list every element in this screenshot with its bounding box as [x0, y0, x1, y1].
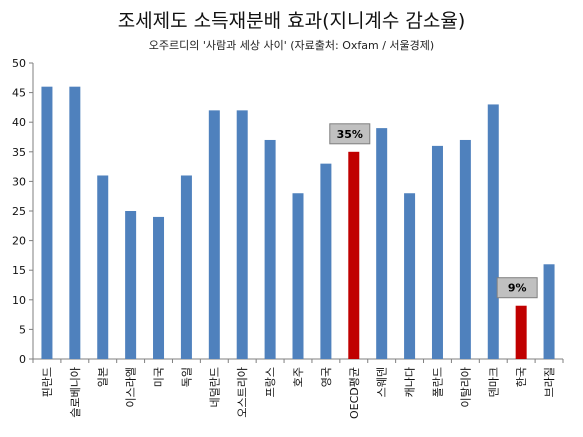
x-tick-label: 호주 — [292, 367, 305, 387]
y-tick-label: 0 — [19, 353, 26, 366]
bar — [180, 175, 192, 359]
y-tick-label: 20 — [12, 235, 26, 248]
x-tick-label: 영국 — [320, 367, 333, 387]
x-tick-label: 캐나다 — [404, 367, 417, 397]
y-tick-label: 50 — [12, 57, 26, 70]
x-tick-label: 덴마크 — [487, 367, 500, 397]
x-tick-label: 이스라엘 — [125, 367, 138, 407]
x-tick-label: 슬로베니아 — [69, 367, 82, 418]
x-tick-label: 브라질 — [543, 367, 556, 397]
y-tick-label: 40 — [12, 116, 26, 129]
y-tick-label: 45 — [12, 87, 26, 100]
chart-subtitle: 오주르디의 '사람과 세상 사이' (자료출처: Oxfam / 서울경제) — [148, 39, 435, 52]
bar — [404, 193, 416, 359]
bar — [125, 211, 137, 359]
bar — [97, 175, 109, 359]
x-tick-label: 독일 — [179, 367, 193, 387]
callout-label: 35% — [337, 128, 363, 141]
bar — [515, 305, 527, 359]
y-tick-label: 10 — [12, 294, 26, 307]
bar — [236, 110, 248, 359]
bar — [459, 139, 471, 359]
callout-box — [329, 123, 371, 145]
bar — [348, 151, 360, 359]
bar — [208, 110, 220, 359]
bar — [69, 86, 81, 360]
bar — [41, 86, 53, 360]
x-tick-label: 이탈리아 — [459, 367, 472, 407]
y-tick-label: 5 — [19, 323, 26, 336]
bar — [431, 145, 443, 359]
x-tick-label: 일본 — [96, 367, 110, 387]
x-tick-label: OECD평균 — [348, 367, 361, 419]
x-tick-label: 미국 — [153, 367, 166, 387]
bar — [292, 193, 304, 359]
y-tick-label: 15 — [12, 264, 26, 277]
x-tick-label: 한국 — [515, 367, 528, 387]
x-tick-label: 스웨덴 — [376, 367, 389, 397]
chart-title: 조세제도 소득재분배 효과(지니계수 감소율) — [117, 10, 466, 32]
bar — [487, 104, 499, 359]
x-tick-label: 오스트리아 — [236, 367, 249, 418]
bar — [376, 128, 388, 359]
callout-box — [496, 277, 538, 299]
bar — [320, 163, 332, 359]
x-tick-label: 프랑스 — [264, 367, 277, 397]
y-tick-label: 35 — [12, 146, 26, 159]
bar — [153, 216, 165, 359]
bar — [264, 139, 276, 359]
bar — [543, 264, 555, 359]
x-tick-label: 폴란드 — [431, 367, 444, 397]
x-tick-label: 네덜란드 — [208, 367, 221, 407]
callout-label: 9% — [508, 282, 527, 295]
y-tick-label: 30 — [12, 175, 26, 188]
x-tick-label: 핀란드 — [41, 367, 54, 397]
y-tick-label: 25 — [12, 205, 26, 218]
